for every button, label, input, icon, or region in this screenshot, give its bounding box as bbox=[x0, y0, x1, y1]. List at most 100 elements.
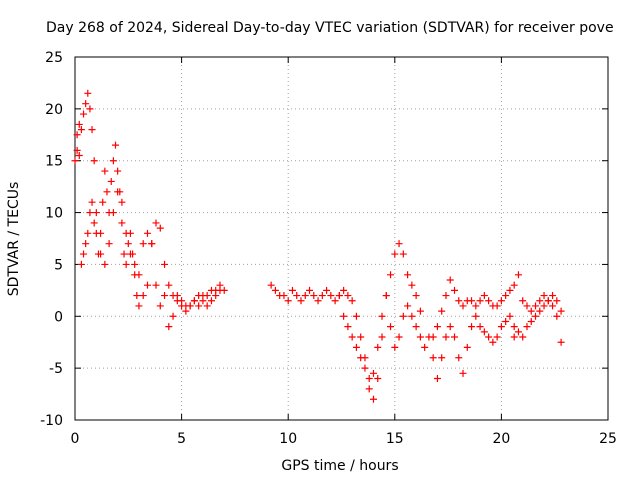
data-point bbox=[540, 302, 548, 310]
data-point bbox=[118, 198, 126, 206]
data-point bbox=[131, 260, 139, 268]
data-point bbox=[90, 157, 98, 165]
data-point bbox=[514, 328, 522, 336]
x-tick-label: 5 bbox=[177, 431, 186, 447]
data-point bbox=[97, 250, 105, 258]
data-point bbox=[446, 276, 454, 284]
data-point bbox=[139, 240, 147, 248]
plot-frame bbox=[74, 56, 609, 421]
data-point bbox=[280, 292, 288, 300]
data-point bbox=[80, 110, 88, 118]
data-point bbox=[476, 323, 484, 331]
data-point bbox=[156, 302, 164, 310]
data-point bbox=[284, 297, 292, 305]
data-point bbox=[455, 297, 463, 305]
data-point bbox=[438, 307, 446, 315]
data-point bbox=[459, 369, 467, 377]
data-point bbox=[378, 312, 386, 320]
data-point bbox=[139, 292, 147, 300]
data-point bbox=[143, 229, 151, 237]
data-point bbox=[186, 302, 194, 310]
data-point bbox=[378, 333, 386, 341]
y-tick-label: 25 bbox=[45, 50, 63, 66]
data-point bbox=[86, 105, 94, 113]
data-point bbox=[438, 354, 446, 362]
data-point bbox=[195, 302, 203, 310]
x-tick-label: 10 bbox=[279, 431, 297, 447]
data-point bbox=[101, 260, 109, 268]
data-point bbox=[152, 281, 160, 289]
data-point bbox=[510, 281, 518, 289]
data-point bbox=[540, 292, 548, 300]
data-point bbox=[382, 292, 390, 300]
data-point bbox=[135, 271, 143, 279]
data-point bbox=[408, 312, 416, 320]
data-point bbox=[404, 302, 412, 310]
data-point bbox=[169, 312, 177, 320]
data-point bbox=[532, 312, 540, 320]
data-point bbox=[112, 141, 120, 149]
data-point bbox=[387, 323, 395, 331]
data-point bbox=[502, 292, 510, 300]
data-point bbox=[118, 219, 126, 227]
data-point bbox=[344, 292, 352, 300]
data-point bbox=[165, 323, 173, 331]
y-axis-label: SDTVAR / TECUs bbox=[6, 182, 22, 297]
data-point bbox=[135, 302, 143, 310]
data-point bbox=[523, 323, 531, 331]
data-point bbox=[523, 302, 531, 310]
data-point bbox=[391, 250, 399, 258]
data-point bbox=[124, 240, 132, 248]
data-point bbox=[77, 260, 85, 268]
data-point bbox=[506, 312, 514, 320]
data-point bbox=[408, 281, 416, 289]
data-point bbox=[73, 131, 81, 139]
data-point bbox=[455, 354, 463, 362]
data-point bbox=[493, 302, 501, 310]
data-point bbox=[92, 209, 100, 217]
data-point bbox=[301, 292, 309, 300]
data-point bbox=[369, 395, 377, 403]
data-points bbox=[71, 89, 565, 403]
data-point bbox=[557, 338, 565, 346]
data-point bbox=[510, 333, 518, 341]
y-tick-label: 10 bbox=[45, 206, 63, 222]
data-point bbox=[73, 146, 81, 154]
data-point bbox=[288, 286, 296, 294]
data-point bbox=[105, 240, 113, 248]
data-point bbox=[519, 333, 527, 341]
data-point bbox=[395, 240, 403, 248]
data-point bbox=[109, 157, 117, 165]
data-point bbox=[216, 286, 224, 294]
data-point bbox=[502, 317, 510, 325]
data-point bbox=[450, 333, 458, 341]
data-point bbox=[527, 307, 535, 315]
data-point bbox=[459, 302, 467, 310]
data-point bbox=[80, 250, 88, 258]
data-point bbox=[348, 333, 356, 341]
data-point bbox=[318, 292, 326, 300]
data-point bbox=[148, 240, 156, 248]
y-tick-label: 5 bbox=[54, 257, 63, 273]
data-point bbox=[107, 177, 115, 185]
data-point bbox=[446, 323, 454, 331]
data-point bbox=[553, 297, 561, 305]
data-point bbox=[536, 307, 544, 315]
data-point bbox=[88, 198, 96, 206]
data-point bbox=[433, 323, 441, 331]
y-tick-label: -5 bbox=[49, 361, 63, 377]
data-point bbox=[173, 292, 181, 300]
data-point bbox=[399, 250, 407, 258]
data-point bbox=[391, 343, 399, 351]
data-point bbox=[485, 333, 493, 341]
data-point bbox=[527, 317, 535, 325]
data-point bbox=[335, 292, 343, 300]
data-point bbox=[122, 260, 130, 268]
data-point bbox=[306, 286, 314, 294]
data-point bbox=[412, 323, 420, 331]
data-point bbox=[399, 312, 407, 320]
data-point bbox=[348, 297, 356, 305]
data-point bbox=[314, 297, 322, 305]
data-point bbox=[421, 343, 429, 351]
data-point bbox=[416, 333, 424, 341]
